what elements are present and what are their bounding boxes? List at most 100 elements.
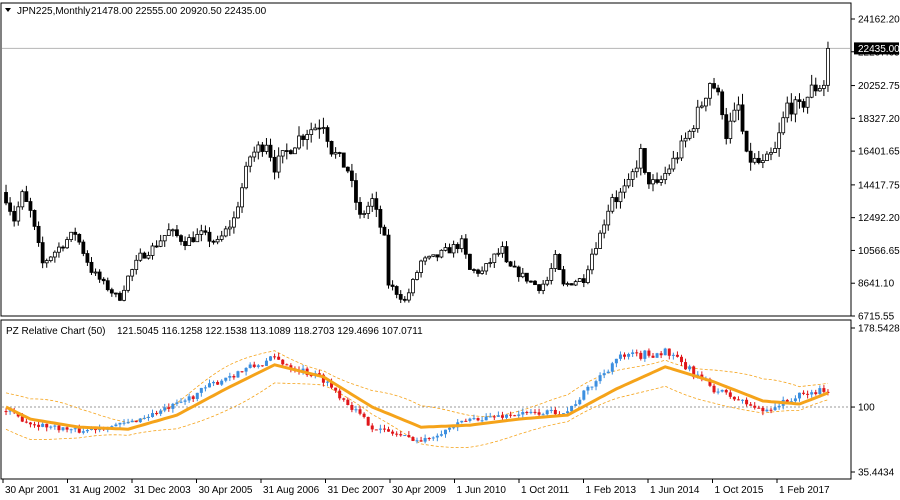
relative-bar [594,379,598,391]
price-candle [687,129,692,141]
price-candle [240,183,244,213]
relative-bar [724,388,728,395]
relative-bar [643,349,647,362]
price-candle [4,184,8,206]
price-candle [113,292,118,298]
price-candle [109,287,114,297]
price-candle [341,152,346,168]
relative-bar [663,347,667,356]
relative-bar [492,414,496,420]
indicator-header: PZ Relative Chart (50) 121.5045 116.1258… [6,326,423,337]
price-candle [744,130,749,153]
relative-bar [179,398,183,404]
price-candle [89,257,94,275]
price-candle [598,230,603,249]
price-candle [435,254,440,262]
price-candle [480,266,485,275]
price-candle [793,96,798,123]
relative-bar [671,352,675,360]
relative-bar [399,431,403,437]
price-candle [671,150,676,172]
price-candle [317,119,322,139]
price-candle [236,201,240,219]
price-candle [411,278,415,297]
relative-bar [675,351,679,358]
price-candle [602,219,607,239]
price-candle [773,141,777,153]
price-candle [166,223,171,236]
relative-bar [281,359,285,366]
price-candle [516,265,521,282]
price-candle [329,140,334,157]
price-candle [179,234,183,246]
relative-bar [354,405,358,413]
price-candle [142,251,147,259]
price-candle [500,241,505,258]
price-candle [402,296,407,303]
price-candle [708,82,712,106]
relative-bar [736,396,740,401]
price-candle [158,234,163,248]
price-candle [93,268,98,276]
relative-bar [273,353,277,360]
price-axis-label: 24162.20 [858,15,900,26]
price-candle [150,242,155,260]
relative-bar [509,411,513,418]
relative-bar [403,434,407,437]
price-candle [227,220,232,236]
price-candle [32,209,37,231]
price-candle [455,242,460,254]
price-candle [545,276,550,287]
price-candle [565,281,570,287]
time-axis-label: 1 Feb 2017 [779,485,830,496]
price-candle [256,141,261,160]
relative-bar [586,385,590,395]
relative-bar [618,351,622,361]
time-axis-label: 31 Dec 2003 [134,485,191,496]
relative-bar [277,352,281,360]
time-axis-label: 1 Oct 2015 [715,485,764,496]
price-candle [553,250,558,272]
relative-bar [346,397,350,406]
relative-bar [631,349,635,357]
collapse-triangle-icon[interactable] [5,8,11,12]
price-candle [36,221,41,247]
price-candle [65,236,69,249]
relative-bar [472,414,476,421]
relative-bar [810,389,814,398]
price-candle [97,269,102,283]
price-candle [427,255,432,260]
price-candle [207,227,212,248]
price-candle [134,254,139,275]
indicator-title: PZ Relative Chart (50) [6,326,105,337]
relative-bar [155,410,159,416]
price-candle [463,234,468,259]
price-candle [305,129,310,150]
price-candle [431,254,436,258]
relative-bar [391,429,395,436]
price-axis-label: 10566.65 [858,246,900,257]
relative-bar [366,416,370,426]
relative-bar [163,403,167,413]
relative-bar [627,352,631,360]
price-candle [170,228,175,237]
price-candle [472,268,476,274]
price-candle [325,125,330,148]
relative-bar [228,372,232,382]
price-candle [577,277,582,283]
relative-bar [49,425,53,430]
price-candle [211,239,216,245]
relative-bar [248,362,252,369]
price-candle [752,153,757,165]
price-candle [476,268,480,277]
relative-bar [126,418,130,424]
relative-bar [138,418,142,423]
price-candle [675,152,680,164]
relative-bar [806,390,810,399]
price-candle [590,248,594,275]
time-axis-label: 1 Jun 2014 [650,485,700,496]
price-candle [634,160,639,178]
price-candle [439,249,444,259]
price-candle [777,122,782,157]
